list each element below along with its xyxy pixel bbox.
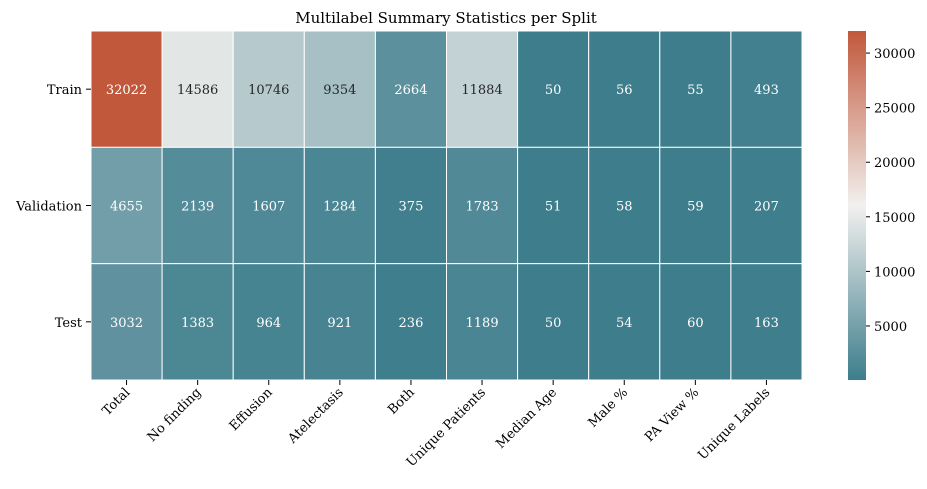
cell-value-label: 3032 (110, 316, 143, 331)
colorbar-tick-label: 5000 (874, 320, 907, 335)
cell-value-label: 59 (687, 200, 704, 215)
cell-value-label: 50 (545, 83, 562, 98)
cell-value-label: 32022 (106, 83, 147, 98)
heatmap-cell-test-male (588, 263, 661, 381)
heatmap-cell-test-total (90, 263, 163, 381)
x-tick-label: Both (385, 385, 418, 418)
heatmap-cell-train-total (90, 30, 163, 148)
cell-value-label: 56 (616, 83, 633, 98)
heatmap-cell-test-pa-view (659, 263, 732, 381)
cell-value-label: 55 (687, 83, 704, 98)
cell-value-label: 236 (399, 316, 424, 331)
cell-value-label: 50 (545, 316, 562, 331)
x-tick-label: Atelectasis (285, 385, 347, 447)
cell-value-label: 58 (616, 200, 633, 215)
cell-value-label: 1284 (323, 200, 356, 215)
x-axis: Total No finding Effusion Atelectasis BothUn… (100, 380, 773, 470)
heatmap-cell-train-male (588, 30, 661, 148)
y-tick-label: Validation (15, 200, 83, 215)
colorbar-tick-label: 15000 (874, 211, 915, 226)
colorbar-tick-label: 30000 (874, 47, 915, 62)
heatmap-cell-test-no-finding (161, 263, 234, 381)
heatmap-cell-test-both (374, 263, 447, 381)
cell-value-label: 1383 (181, 316, 214, 331)
chart-title: Multilabel Summary Statistics per Split (295, 9, 597, 27)
heatmap-cell-validation-unique-labels (730, 146, 803, 265)
cell-value-label: 51 (545, 200, 562, 215)
x-tick-label: Unique Labels (695, 385, 773, 463)
colorbar-tick-label: 20000 (874, 156, 915, 171)
heatmap-cell-validation-both (374, 146, 447, 265)
heatmap-cell-test-median-age (517, 263, 590, 381)
colorbar-tick-label: 10000 (874, 265, 915, 280)
heatmap-cell-train-both (374, 30, 447, 148)
cell-value-label: 1607 (252, 200, 285, 215)
heatmap-cell-validation-pa-view (659, 146, 732, 265)
heatmap-cell-validation-no-finding (161, 146, 234, 265)
cell-value-label: 207 (754, 200, 779, 215)
cell-value-label: 11884 (461, 83, 502, 98)
cell-value-label: 1189 (466, 316, 499, 331)
heatmap-cell-train-unique-patients (446, 30, 519, 148)
heatmap-cell-train-unique-labels (730, 30, 803, 148)
x-tick-label: Median Age (493, 385, 560, 452)
heatmap-cell-test-unique-labels (730, 263, 803, 381)
heatmap-cell-validation-male (588, 146, 661, 265)
colorbar-tick-label: 25000 (874, 102, 915, 117)
cell-value-label: 921 (327, 316, 352, 331)
heatmap-cell-train-effusion (232, 30, 305, 148)
heatmap-cell-test-effusion (232, 263, 305, 381)
cell-value-label: 493 (754, 83, 779, 98)
heatmap-cell-train-atelectasis (303, 30, 376, 148)
cell-value-label: 1783 (466, 200, 499, 215)
x-tick-label: No finding (145, 385, 205, 445)
heatmap-cell-validation-effusion (232, 146, 305, 265)
cell-value-label: 9354 (323, 83, 356, 98)
heatmap-cells: 32022 14586 10746 9354 2664 11884 50 56 55 493 465… (90, 30, 803, 381)
cell-value-label: 14586 (177, 83, 218, 98)
cell-value-label: 2664 (394, 83, 427, 98)
x-tick-label: PA View % (642, 385, 702, 445)
heatmap-cell-validation-unique-patients (446, 146, 519, 265)
heatmap-cell-validation-median-age (517, 146, 590, 265)
cell-value-label: 60 (687, 316, 704, 331)
x-tick-label: Unique Patients (404, 385, 489, 470)
y-tick-label: Test (55, 316, 83, 331)
cell-value-label: 54 (616, 316, 633, 331)
x-tick-label: Total (100, 385, 134, 419)
cell-value-label: 163 (754, 316, 779, 331)
cell-value-label: 2139 (181, 200, 214, 215)
colorbar: 5000 10000 15000 20000 25000 30000 (848, 31, 915, 380)
cell-value-label: 10746 (248, 83, 289, 98)
heatmap-cell-train-no-finding (161, 30, 234, 148)
heatmap-cell-validation-atelectasis (303, 146, 376, 265)
x-tick-label: Effusion (227, 385, 276, 434)
y-axis: Train Validation Test (15, 83, 91, 331)
y-tick-label: Train (47, 83, 83, 98)
x-tick-label: Male % (586, 385, 632, 431)
cell-value-label: 375 (399, 200, 424, 215)
cell-value-label: 964 (256, 316, 281, 331)
cell-value-label: 4655 (110, 200, 143, 215)
colorbar-gradient (848, 31, 866, 380)
